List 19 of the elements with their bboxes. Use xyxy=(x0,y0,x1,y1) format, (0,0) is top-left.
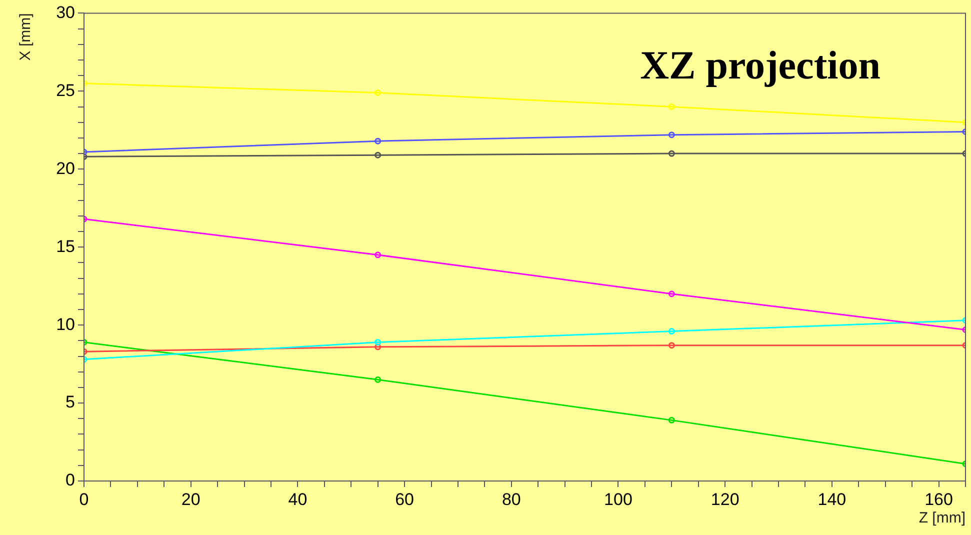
x-tick-label: 120 xyxy=(710,490,740,509)
x-tick-label: 0 xyxy=(79,490,89,509)
y-tick-label: 30 xyxy=(56,2,75,22)
x-tick-label: 60 xyxy=(395,490,414,509)
y-tick-label: 5 xyxy=(66,392,75,412)
x-tick-label: 40 xyxy=(288,490,308,509)
text: XZ projection xyxy=(640,42,880,88)
y-tick-label: 10 xyxy=(56,314,75,334)
y-tick-label: 0 xyxy=(66,470,75,490)
y-tick-label: 25 xyxy=(56,80,75,100)
y-tick-label: 20 xyxy=(56,158,75,178)
x-tick-label: 20 xyxy=(181,490,200,509)
x-tick-label: 80 xyxy=(502,490,521,509)
x-axis-title: Z [mm] xyxy=(918,510,966,527)
x-tick-label: 140 xyxy=(818,490,846,509)
y-axis-title: X [mm] xyxy=(17,13,34,61)
x-tick-label: 160 xyxy=(924,490,953,509)
x-tick-label: 100 xyxy=(604,490,632,509)
y-tick-label: 15 xyxy=(56,236,75,256)
